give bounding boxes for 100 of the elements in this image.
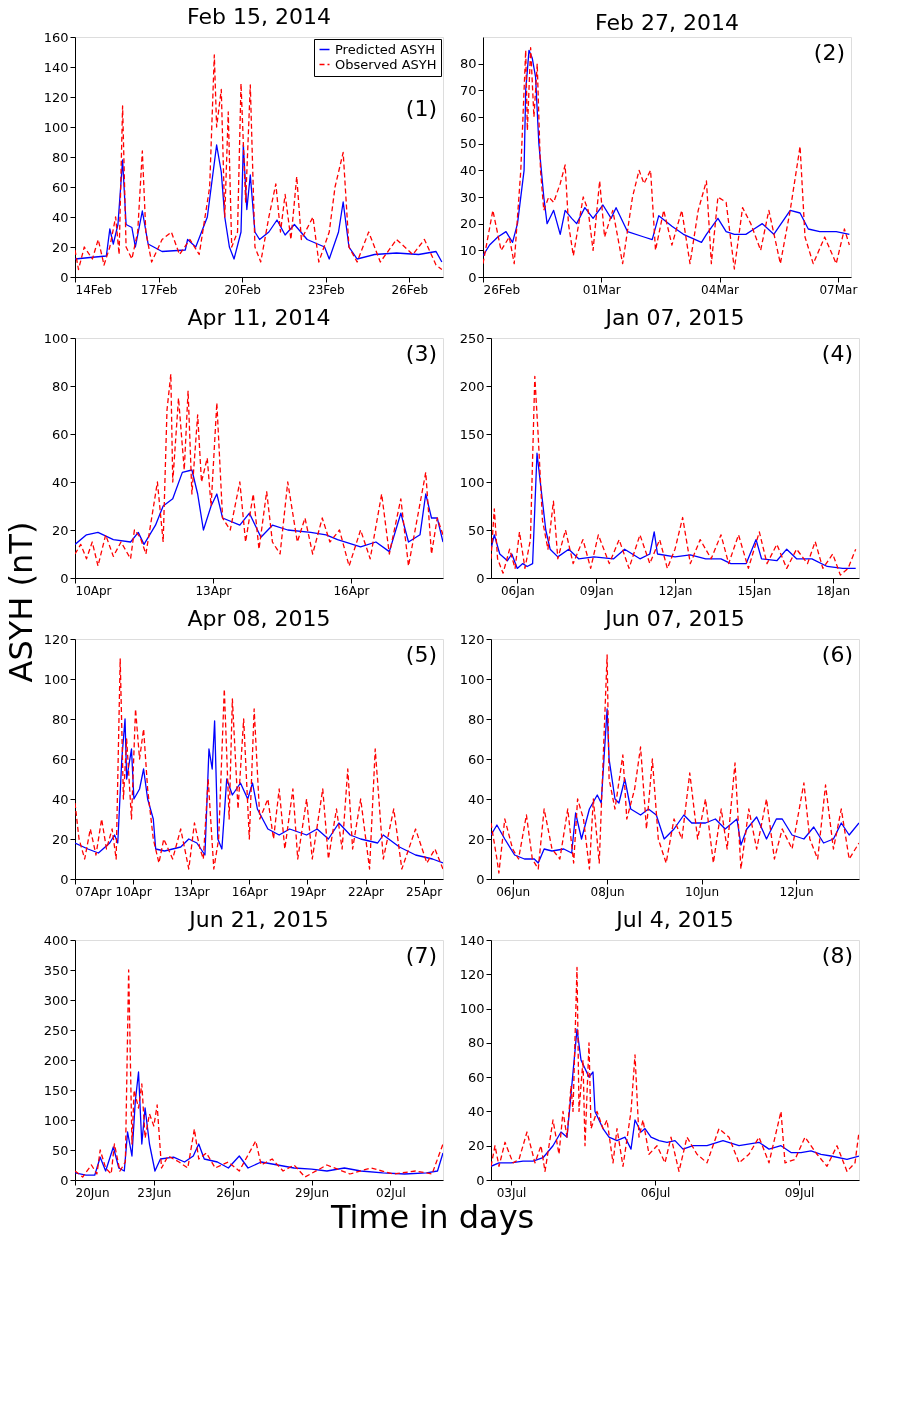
y-tick-label: 120 [459, 631, 485, 647]
x-tick-label: 10Jun [685, 884, 720, 899]
y-tick-label: 40 [51, 209, 69, 225]
line-series [75, 1071, 443, 1176]
annotation: (6) [821, 642, 853, 667]
x-tick-label: 19Apr [289, 884, 326, 899]
chart-title: Apr 08, 2015 [187, 606, 331, 631]
y-tick-label: 80 [459, 56, 477, 72]
y-tick-label: 0 [60, 1172, 69, 1188]
y-tick-label: 20 [459, 216, 477, 232]
x-tick-label: 26Feb [391, 282, 429, 297]
annotation: (4) [821, 341, 853, 366]
y-tick-label: 350 [43, 962, 69, 978]
y-tick-label: 20 [467, 1138, 485, 1154]
x-tick-label: 26Feb [483, 282, 521, 297]
y-tick-label: 60 [51, 426, 69, 442]
y-tick-label: 20 [51, 239, 69, 255]
line-series [491, 1028, 859, 1167]
x-tick-label: 16Apr [333, 583, 370, 598]
x-tick-label: 26Jun [216, 1185, 251, 1200]
legend-label: Observed ASYH [335, 56, 437, 72]
y-tick-label: 80 [467, 1035, 485, 1051]
x-tick-label: 16Apr [231, 884, 268, 899]
y-tick-label: 100 [459, 474, 485, 490]
y-tick-label: 0 [476, 570, 485, 586]
y-tick-label: 40 [51, 791, 69, 807]
y-tick-label: 0 [476, 1172, 485, 1188]
y-tick-label: 60 [51, 179, 69, 195]
text: ASYH (nT) [1, 521, 40, 683]
line-series [75, 469, 443, 553]
x-tick-label: 17Feb [140, 282, 178, 297]
y-tick-label: 80 [51, 711, 69, 727]
x-tick-label: 06Jul [640, 1185, 671, 1200]
y-tick-label: 100 [459, 671, 485, 687]
x-tick-label: 14Feb [75, 282, 113, 297]
x-tick-label: 07Apr [75, 884, 112, 899]
y-tick-label: 250 [43, 1022, 69, 1038]
annotation: (8) [821, 943, 853, 968]
y-tick-label: 0 [60, 570, 69, 586]
line-series [75, 718, 443, 864]
chart-title: Jan 07, 2015 [603, 305, 745, 330]
x-tick-label: 03Jul [496, 1185, 527, 1200]
y-tick-label: 20 [467, 831, 485, 847]
y-tick-label: 0 [60, 269, 69, 285]
y-tick-label: 100 [43, 119, 69, 135]
y-tick-label: 100 [459, 1001, 485, 1017]
y-tick-label: 80 [467, 711, 485, 727]
x-tick-label: 29Jun [295, 1185, 330, 1200]
y-tick-label: 10 [459, 242, 477, 258]
y-tick-label: 400 [43, 932, 69, 948]
x-tick-label: 07Mar [819, 282, 858, 297]
y-tick-label: 140 [459, 932, 485, 948]
x-tick-label: 12Jun [779, 884, 814, 899]
annotation: (2) [813, 40, 845, 65]
y-tick-label: 40 [459, 162, 477, 178]
x-tick-label: 23Feb [307, 282, 345, 297]
y-tick-label: 60 [467, 751, 485, 767]
y-tick-label: 250 [459, 330, 485, 346]
x-tick-label: 01Mar [582, 282, 621, 297]
y-tick-label: 150 [43, 1082, 69, 1098]
line-series [491, 452, 857, 570]
annotation: (1) [405, 96, 437, 121]
y-tick-label: 80 [51, 378, 69, 394]
chart-title: Feb 27, 2014 [595, 10, 739, 35]
y-tick-label: 40 [51, 474, 69, 490]
x-tick-label: 25Apr [406, 884, 443, 899]
y-tick-label: 300 [43, 992, 69, 1008]
line-series [75, 373, 443, 567]
annotation: (5) [405, 642, 437, 667]
y-tick-label: 100 [43, 1112, 69, 1128]
x-tick-label: 10Apr [115, 884, 152, 899]
y-tick-label: 40 [467, 1103, 485, 1119]
x-tick-label: 02Jul [376, 1185, 406, 1200]
x-tick-label: 09Jul [784, 1185, 815, 1200]
y-tick-label: 60 [467, 1069, 485, 1085]
x-tick-label: 23Jun [137, 1185, 172, 1200]
x-tick-label: 15Jan [737, 583, 772, 598]
x-tick-label: 20Jun [75, 1185, 110, 1200]
y-tick-label: 150 [459, 426, 485, 442]
y-tick-label: 120 [459, 966, 485, 982]
chart-title: Apr 11, 2014 [187, 305, 331, 330]
x-tick-label: 06Jan [500, 583, 535, 598]
y-tick-label: 200 [459, 378, 485, 394]
line-series [75, 144, 443, 263]
y-tick-label: 80 [51, 149, 69, 165]
x-tick-label: 10Apr [75, 583, 112, 598]
x-tick-label: 06Jun [496, 884, 531, 899]
y-tick-label: 60 [459, 109, 477, 125]
x-tick-label: 08Jun [590, 884, 625, 899]
legend-label: Predicted ASYH [335, 41, 436, 57]
y-tick-label: 40 [467, 791, 485, 807]
y-tick-label: 50 [459, 136, 477, 152]
chart-title: Jun 07, 2015 [603, 606, 745, 631]
chart-title: Jul 4, 2015 [614, 907, 734, 932]
y-tick-label: 140 [43, 59, 69, 75]
y-tick-label: 20 [51, 522, 69, 538]
chart-title: Jun 21, 2015 [187, 907, 329, 932]
annotation: (7) [405, 943, 437, 968]
x-tick-label: 22Apr [348, 884, 385, 899]
y-tick-label: 120 [43, 89, 69, 105]
